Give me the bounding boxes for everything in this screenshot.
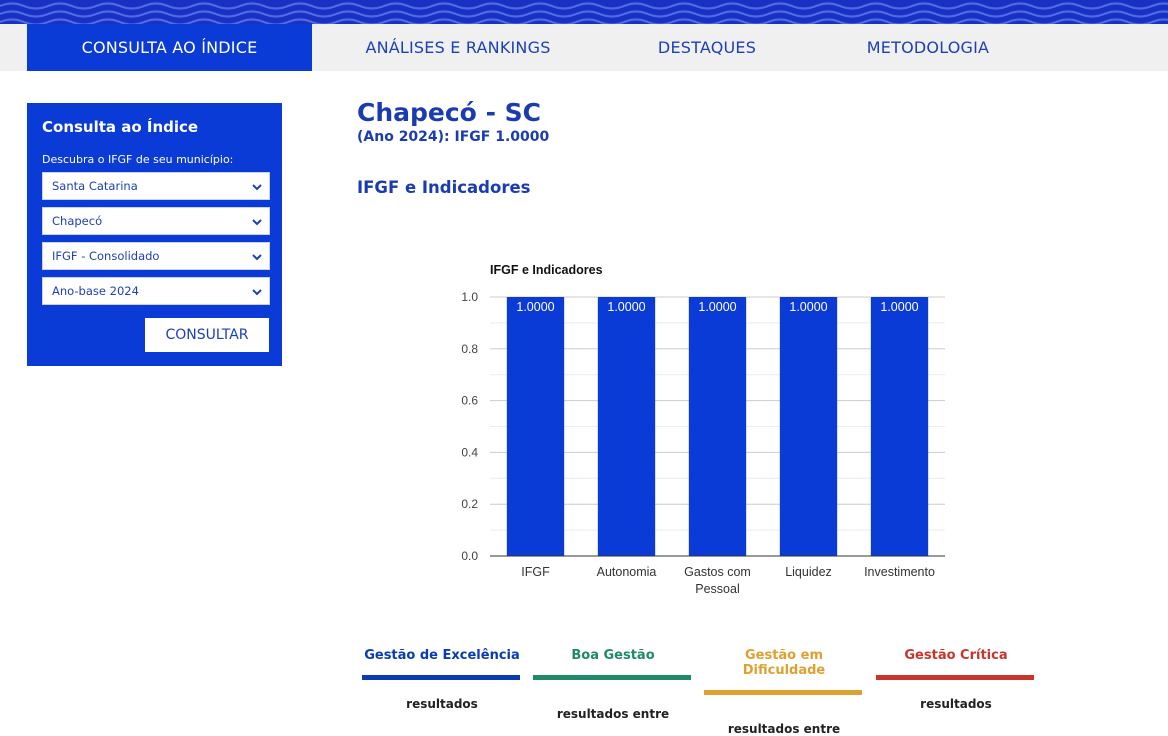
legend-label: Gestão em Dificuldade <box>742 648 826 678</box>
y-tick-label: 0.4 <box>461 445 478 459</box>
year-select[interactable]: Ano-base 2024 <box>42 277 270 305</box>
y-tick-label: 0.6 <box>461 394 478 408</box>
bar-data-label: 1.0000 <box>880 300 918 314</box>
municipality-select[interactable]: Chapecó <box>42 207 270 235</box>
indicator-select[interactable]: IFGF - Consolidado <box>42 242 270 270</box>
y-tick-label: 0.2 <box>461 497 478 511</box>
bar-data-label: 1.0000 <box>607 300 645 314</box>
legend-excelencia: Gestão de Excelência resultados <box>362 648 522 711</box>
legend-color-bar <box>533 675 691 680</box>
legend-color-bar <box>876 675 1034 680</box>
legend-description: resultados entre <box>727 722 841 736</box>
main-navbar: CONSULTA AO ÍNDICE ANÁLISES E RANKINGS D… <box>0 24 1168 71</box>
x-category-label: Gastos com <box>684 565 751 579</box>
nav-destaques[interactable]: DESTAQUES <box>657 38 757 57</box>
y-tick-label: 0.8 <box>461 342 478 356</box>
y-tick-label: 0.0 <box>461 549 478 563</box>
x-category-label: Investimento <box>864 565 935 579</box>
bar <box>779 297 838 556</box>
chevron-down-icon <box>252 219 262 226</box>
state-select[interactable]: Santa Catarina <box>42 172 270 200</box>
chart-svg: IFGF e Indicadores 0.0 0.2 0.4 0.6 0.8 1.0 1.00… <box>461 263 945 596</box>
legend-color-bar <box>362 675 520 680</box>
bar-data-label: 1.0000 <box>516 300 554 314</box>
x-category-label: Pessoal <box>695 582 739 596</box>
bar <box>597 297 656 556</box>
legend-boa-gestao: Boa Gestão resultados entre <box>533 648 693 721</box>
x-category-label: IFGF <box>521 565 550 579</box>
bar <box>688 297 747 556</box>
consult-button[interactable]: CONSULTAR <box>145 318 269 352</box>
bar <box>506 297 565 556</box>
legend-label: Boa Gestão <box>571 648 655 663</box>
header-wave-banner <box>0 0 1168 24</box>
x-category-label: Liquidez <box>785 565 832 579</box>
y-tick-label: 1.0 <box>461 290 478 304</box>
legend-label: Gestão de Excelência <box>364 648 520 663</box>
chevron-down-icon <box>252 289 262 296</box>
ifgf-bar-chart: IFGF e Indicadores 0.0 0.2 0.4 0.6 0.8 1.0 1.00… <box>440 250 980 610</box>
chevron-down-icon <box>252 254 262 261</box>
section-title: IFGF e Indicadores <box>357 178 531 197</box>
bar-data-label: 1.0000 <box>789 300 827 314</box>
nav-metodologia[interactable]: METODOLOGIA <box>866 38 990 57</box>
legend-critica: Gestão Crítica resultados <box>876 648 1036 711</box>
bar-data-label: 1.0000 <box>698 300 736 314</box>
legend-color-bar <box>704 690 862 695</box>
municipality-select-value: Chapecó <box>52 214 103 228</box>
bar <box>870 297 929 556</box>
legend-dificuldade: Gestão em Dificuldade resultados entre <box>704 648 864 736</box>
legend-label: Gestão Crítica <box>904 648 1008 663</box>
chart-title: IFGF e Indicadores <box>490 263 603 277</box>
legend-description: resultados <box>406 697 478 711</box>
query-panel: Consulta ao Índice Descubra o IFGF de se… <box>27 103 282 366</box>
indicator-select-value: IFGF - Consolidado <box>52 249 160 263</box>
query-panel-title: Consulta ao Índice <box>42 118 199 136</box>
legend-description: resultados <box>920 697 992 711</box>
page-title: Chapecó - SC <box>357 98 541 127</box>
query-panel-description: Descubra o IFGF de seu município: <box>42 153 234 166</box>
page-subtitle: (Ano 2024): IFGF 1.0000 <box>357 129 550 145</box>
nav-consulta-ao-indice[interactable]: CONSULTA AO ÍNDICE <box>27 24 312 71</box>
chevron-down-icon <box>252 184 262 191</box>
nav-analises-e-rankings[interactable]: ANÁLISES E RANKINGS <box>365 38 551 57</box>
year-select-value: Ano-base 2024 <box>52 284 139 298</box>
x-category-label: Autonomia <box>597 565 657 579</box>
state-select-value: Santa Catarina <box>52 179 138 193</box>
legend-description: resultados entre <box>556 707 670 721</box>
